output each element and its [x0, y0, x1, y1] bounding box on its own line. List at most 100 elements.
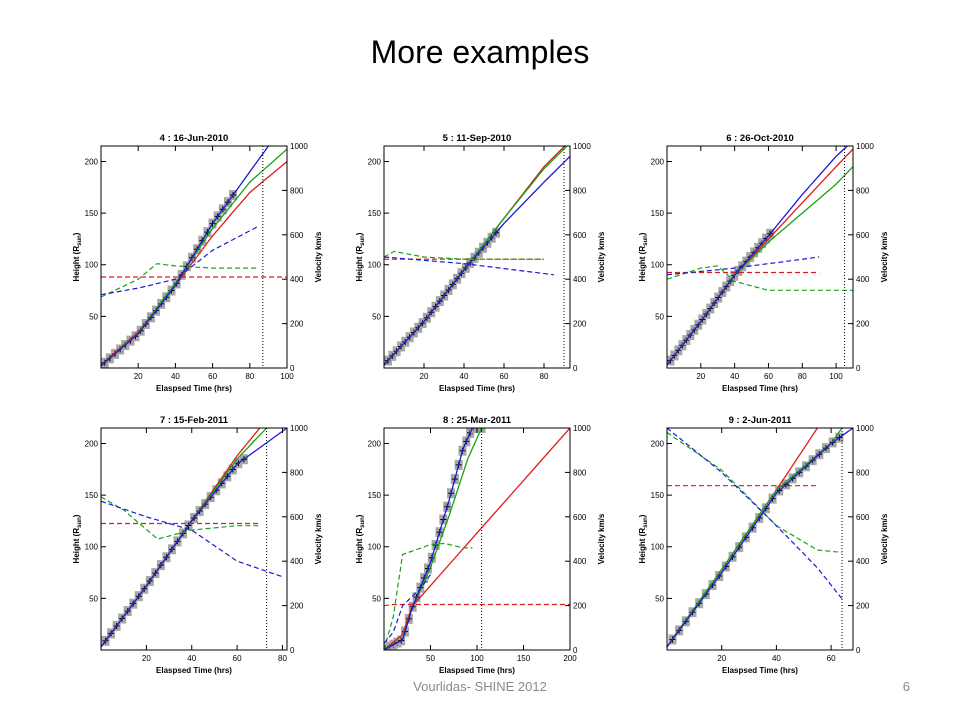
- y2-tick-label: 600: [290, 513, 304, 522]
- y2-tick-label: 200: [290, 602, 304, 611]
- y-tick-label: 200: [651, 439, 665, 448]
- velocity-line-blue: [667, 428, 843, 600]
- x-tick-label: 60: [764, 372, 773, 381]
- y2-tick-label: 400: [290, 557, 304, 566]
- y2-tick-label: 800: [573, 468, 587, 477]
- height-line-green: [667, 166, 853, 366]
- y2-axis-label: Velocity km/s: [314, 513, 323, 564]
- y-axis-label-main: Height (R: [72, 528, 81, 564]
- chart-title: 7 : 15-Feb-2011: [160, 415, 229, 426]
- height-line-blue: [384, 428, 473, 650]
- x-tick-label: 80: [245, 372, 254, 381]
- slide-title: More examples: [370, 34, 590, 70]
- y2-tick-label: 400: [290, 275, 304, 284]
- y2-tick-label: 800: [856, 186, 870, 195]
- y-axis-label: Height (Rsun): [638, 232, 649, 281]
- height-line-red: [384, 428, 570, 650]
- height-line-red: [101, 161, 287, 366]
- y2-tick-label: 0: [573, 364, 578, 373]
- y-axis-label-end: ): [355, 514, 364, 517]
- velocity-line-blue: [101, 225, 260, 296]
- y-tick-label: 50: [372, 312, 381, 321]
- plot-area: [667, 428, 853, 648]
- y-tick-label: 100: [368, 543, 382, 552]
- y-tick-label: 200: [368, 157, 382, 166]
- chart-title: 5 : 11-Sep-2010: [443, 133, 512, 144]
- velocity-line-green: [101, 263, 260, 298]
- chart-panel-7: 7 : 15-Feb-2011 20 40 60 80 Elaspsed Time (hr…: [72, 415, 323, 675]
- x-tick-label: 60: [827, 654, 836, 663]
- chart-title: 4 : 16-Jun-2010: [160, 133, 229, 144]
- y2-tick-label: 400: [573, 557, 587, 566]
- velocity-line-green: [101, 496, 260, 540]
- y-axis-label-sub: sun: [360, 517, 366, 528]
- height-line-green: [384, 428, 483, 650]
- x-axis-label: Elaspsed Time (hrs): [156, 384, 232, 393]
- x-tick-label: 200: [563, 654, 577, 663]
- x-tick-label: 100: [280, 372, 294, 381]
- y-tick-label: 50: [655, 594, 664, 603]
- y2-tick-label: 600: [573, 513, 587, 522]
- y2-tick-label: 0: [573, 646, 578, 655]
- x-axis-label: Elaspsed Time (hrs): [439, 384, 515, 393]
- y2-tick-label: 600: [573, 231, 587, 240]
- y2-tick-label: 0: [290, 364, 295, 373]
- x-tick-label: 60: [500, 372, 509, 381]
- height-line-green: [667, 428, 843, 648]
- chart-panel-9: 9 : 2-Jun-2011 20 40 60 Elaspsed Time (hrs) 5…: [638, 415, 889, 675]
- y-axis-label-end: ): [72, 232, 81, 235]
- y2-axis-label: Velocity km/s: [880, 513, 889, 564]
- y2-tick-label: 200: [856, 320, 870, 329]
- y-tick-label: 200: [651, 157, 665, 166]
- x-tick-label: 100: [470, 654, 484, 663]
- y2-tick-label: 1000: [290, 424, 308, 433]
- velocity-line-green: [384, 542, 473, 650]
- y-tick-label: 50: [89, 312, 98, 321]
- x-tick-label: 40: [187, 654, 196, 663]
- y2-tick-label: 400: [573, 275, 587, 284]
- y-axis-label-sub: sun: [360, 235, 366, 246]
- y2-tick-label: 800: [290, 186, 304, 195]
- height-line-blue: [101, 428, 287, 648]
- chart-panel-4: 4 : 16-Jun-2010 20 40 60 80 100 Elaspsed Time …: [72, 133, 323, 393]
- y-tick-label: 200: [368, 439, 382, 448]
- y-axis-label-sub: sun: [643, 517, 649, 528]
- y-axis-label-sub: sun: [77, 235, 83, 246]
- x-tick-label: 80: [798, 372, 807, 381]
- y2-tick-label: 0: [856, 646, 861, 655]
- height-line-blue: [101, 146, 269, 367]
- velocity-line-blue: [101, 500, 283, 578]
- y-axis-label: Height (Rsun): [355, 232, 366, 281]
- y-axis-label-main: Height (R: [355, 246, 364, 282]
- y2-tick-label: 0: [290, 646, 295, 655]
- footer-text: Vourlidas- SHINE 2012: [413, 679, 547, 694]
- y2-tick-label: 1000: [856, 142, 874, 151]
- y-tick-label: 100: [85, 261, 99, 270]
- y-tick-label: 150: [368, 209, 382, 218]
- y2-tick-label: 600: [856, 231, 870, 240]
- slide-number: 6: [902, 679, 910, 694]
- y-tick-label: 150: [368, 491, 382, 500]
- y-axis-label-sub: sun: [77, 517, 83, 528]
- x-tick-label: 20: [134, 372, 143, 381]
- data-cross: [478, 428, 485, 431]
- y2-tick-label: 200: [856, 602, 870, 611]
- y-tick-label: 50: [372, 594, 381, 603]
- y2-axis-label: Velocity km/s: [880, 231, 889, 282]
- x-axis-label: Elaspsed Time (hrs): [439, 666, 515, 675]
- y-axis-label-end: ): [355, 232, 364, 235]
- y2-axis-label: Velocity km/s: [314, 231, 323, 282]
- y2-tick-label: 800: [573, 186, 587, 195]
- y-axis-label-end: ): [638, 514, 647, 517]
- y-tick-label: 150: [85, 491, 99, 500]
- y-axis-label: Height (Rsun): [355, 514, 366, 563]
- y-axis-label: Height (Rsun): [638, 514, 649, 563]
- chart-panel-6: 6 : 26-Oct-2010 20 40 60 80 100 Elaspsed Time …: [638, 133, 889, 393]
- plot-area: [384, 428, 570, 650]
- y-axis-label-main: Height (R: [72, 246, 81, 282]
- chart-panel-8: 8 : 25-Mar-2011 50 100 150 200 Elaspsed Time …: [355, 415, 606, 675]
- velocity-line-blue: [384, 256, 555, 276]
- y-tick-label: 50: [89, 594, 98, 603]
- y-axis-label: Height (Rsun): [72, 232, 83, 281]
